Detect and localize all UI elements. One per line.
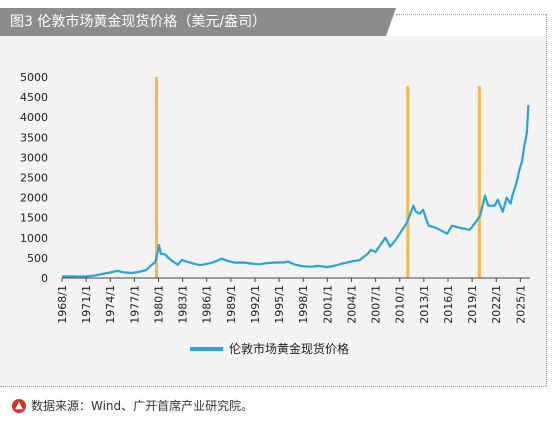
x-tick-label: 2010/1 bbox=[394, 285, 407, 324]
x-tick-label: 2022/1 bbox=[490, 285, 503, 324]
legend-label: 伦敦市场黄金现货价格 bbox=[229, 341, 349, 356]
y-tick-label: 0 bbox=[41, 272, 48, 285]
y-tick-label: 3000 bbox=[20, 151, 48, 164]
x-tick-label: 2013/1 bbox=[418, 285, 431, 324]
figure-title: 图3 伦敦市场黄金现货价格（美元/盎司） bbox=[0, 8, 386, 36]
source-text: 数据来源：Wind、广开首席产业研究院。 bbox=[31, 399, 254, 413]
title-notch bbox=[386, 8, 396, 36]
y-tick-label: 500 bbox=[27, 252, 48, 265]
x-tick-label: 1989/1 bbox=[225, 285, 238, 324]
gold-price-chart: 0 500 1000 1500 2000 2500 3000 3500 4000 4500 5000… bbox=[20, 71, 530, 356]
y-tick-label: 5000 bbox=[20, 71, 48, 84]
y-axis: 0 500 1000 1500 2000 2500 3000 3500 4000 4500 5000 bbox=[20, 71, 48, 285]
y-tick-label: 2000 bbox=[20, 192, 48, 205]
y-tick-label: 4500 bbox=[20, 91, 48, 104]
x-tick-label: 1998/1 bbox=[297, 285, 310, 324]
up-arrow-circle-icon: ▲ bbox=[12, 399, 26, 413]
source-note: ▲ 数据来源：Wind、广开首席产业研究院。 bbox=[12, 397, 253, 415]
x-tick-label: 1983/1 bbox=[177, 285, 190, 324]
x-tick-label: 1992/1 bbox=[249, 285, 262, 324]
bottom-dotted-rule bbox=[0, 386, 546, 387]
x-tick-label: 1971/1 bbox=[80, 285, 93, 324]
x-tick-label: 1980/1 bbox=[152, 285, 165, 324]
y-tick-label: 3500 bbox=[20, 131, 48, 144]
legend: 伦敦市场黄金现货价格 bbox=[190, 341, 349, 356]
chart-panel bbox=[0, 36, 546, 386]
top-dotted-rule bbox=[396, 14, 546, 15]
x-tick-label: 2001/1 bbox=[321, 285, 334, 324]
y-tick-label: 1000 bbox=[20, 232, 48, 245]
marker-lines bbox=[154, 77, 481, 278]
x-tick-label: 1977/1 bbox=[128, 285, 141, 324]
x-tick-label: 2016/1 bbox=[442, 285, 455, 324]
x-tick-label: 2007/1 bbox=[370, 285, 383, 324]
x-tick-label: 1968/1 bbox=[56, 285, 69, 324]
x-tick-label: 2019/1 bbox=[466, 285, 479, 324]
series-line bbox=[61, 105, 530, 278]
x-axis: 1968/1 1971/1 1974/1 1977/1 1980/1 1983/1 1986… bbox=[56, 277, 530, 324]
y-tick-label: 4000 bbox=[20, 111, 48, 124]
x-tick-label: 1995/1 bbox=[273, 285, 286, 324]
x-tick-label: 2025/1 bbox=[514, 285, 527, 324]
x-tick-label: 1974/1 bbox=[104, 285, 117, 324]
x-tick-label: 2004/1 bbox=[345, 285, 358, 324]
right-dotted-rule bbox=[546, 14, 547, 386]
x-tick-label: 1986/1 bbox=[201, 285, 214, 324]
y-tick-label: 2500 bbox=[20, 172, 48, 185]
y-tick-label: 1500 bbox=[20, 212, 48, 225]
series-layer bbox=[61, 105, 530, 278]
